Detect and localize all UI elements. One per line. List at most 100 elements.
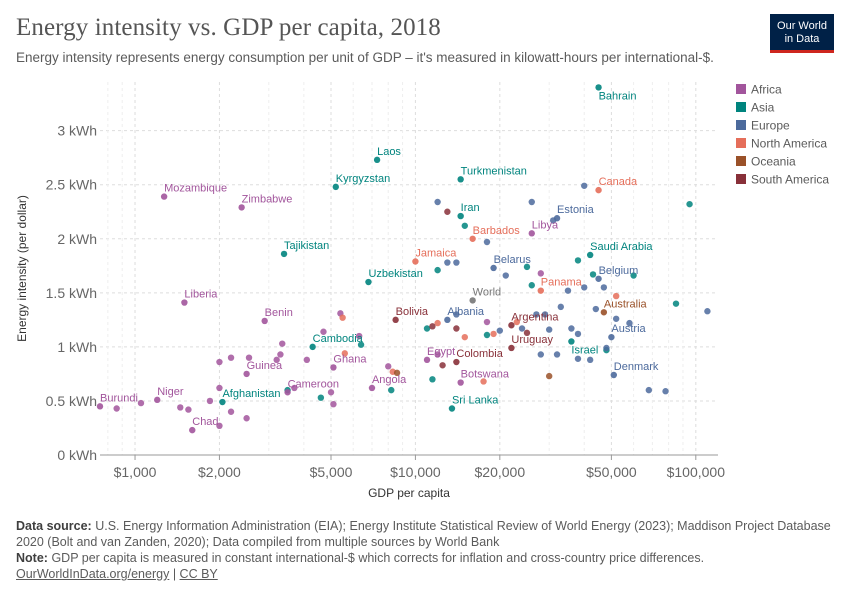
data-point[interactable] bbox=[453, 325, 460, 332]
data-point[interactable] bbox=[686, 200, 693, 208]
data-point[interactable] bbox=[219, 398, 226, 406]
data-point[interactable] bbox=[154, 396, 161, 404]
data-point[interactable] bbox=[518, 325, 526, 332]
data-point[interactable] bbox=[429, 376, 436, 383]
data-point[interactable] bbox=[564, 287, 572, 294]
energy-link[interactable]: OurWorldInData.org/energy bbox=[16, 567, 170, 581]
data-point[interactable] bbox=[434, 351, 441, 358]
data-point[interactable] bbox=[589, 271, 597, 278]
data-point[interactable] bbox=[496, 327, 504, 334]
data-point[interactable] bbox=[444, 316, 451, 324]
data-point[interactable] bbox=[541, 311, 549, 318]
data-point[interactable] bbox=[480, 378, 487, 385]
data-point[interactable] bbox=[185, 406, 192, 413]
data-point[interactable] bbox=[368, 384, 376, 392]
data-point[interactable] bbox=[483, 238, 491, 246]
data-point[interactable] bbox=[557, 303, 564, 311]
data-point[interactable] bbox=[545, 372, 553, 380]
data-point[interactable] bbox=[291, 384, 298, 392]
data-point[interactable] bbox=[434, 198, 441, 206]
data-point[interactable] bbox=[610, 371, 618, 379]
data-point[interactable] bbox=[704, 308, 711, 315]
data-point[interactable] bbox=[528, 198, 535, 206]
data-point[interactable] bbox=[612, 292, 620, 300]
data-point[interactable] bbox=[469, 297, 476, 304]
license-link[interactable]: CC BY bbox=[179, 567, 218, 581]
owid-logo[interactable]: Our World in Data bbox=[770, 14, 834, 53]
data-point[interactable] bbox=[434, 319, 441, 327]
data-point[interactable] bbox=[469, 235, 476, 242]
data-point[interactable] bbox=[600, 309, 608, 316]
data-point[interactable] bbox=[453, 358, 460, 366]
data-point[interactable] bbox=[429, 323, 436, 330]
data-point[interactable] bbox=[330, 364, 337, 371]
data-point[interactable] bbox=[137, 399, 145, 407]
data-point[interactable] bbox=[189, 426, 196, 434]
data-point[interactable] bbox=[553, 351, 561, 358]
data-point[interactable] bbox=[483, 331, 491, 339]
data-point[interactable] bbox=[508, 344, 515, 352]
data-point[interactable] bbox=[113, 405, 120, 412]
data-point[interactable] bbox=[357, 341, 365, 348]
data-point[interactable] bbox=[177, 404, 184, 411]
data-point[interactable] bbox=[537, 351, 544, 358]
data-point[interactable] bbox=[645, 386, 653, 394]
data-point[interactable] bbox=[284, 389, 291, 396]
data-point[interactable] bbox=[581, 284, 588, 291]
data-point[interactable] bbox=[317, 394, 325, 401]
data-point[interactable] bbox=[373, 156, 381, 164]
data-point[interactable] bbox=[261, 317, 268, 325]
data-point[interactable] bbox=[303, 356, 311, 364]
data-point[interactable] bbox=[537, 270, 544, 277]
data-point[interactable] bbox=[355, 332, 363, 340]
data-point[interactable] bbox=[603, 344, 610, 352]
data-point[interactable] bbox=[592, 305, 600, 313]
data-point[interactable] bbox=[457, 176, 464, 183]
data-point[interactable] bbox=[216, 358, 223, 366]
data-point[interactable] bbox=[508, 322, 515, 329]
data-point[interactable] bbox=[216, 422, 223, 430]
data-point[interactable] bbox=[568, 325, 575, 332]
data-point[interactable] bbox=[545, 326, 553, 333]
data-point[interactable] bbox=[626, 319, 633, 327]
data-point[interactable] bbox=[612, 315, 620, 322]
data-point[interactable] bbox=[341, 350, 349, 357]
data-point[interactable] bbox=[245, 354, 253, 361]
data-point[interactable] bbox=[513, 318, 521, 326]
data-point[interactable] bbox=[448, 405, 456, 412]
data-point[interactable] bbox=[216, 384, 223, 392]
data-point[interactable] bbox=[483, 318, 491, 326]
data-point[interactable] bbox=[502, 272, 509, 279]
data-point[interactable] bbox=[586, 251, 594, 259]
data-point[interactable] bbox=[453, 259, 460, 266]
data-point[interactable] bbox=[243, 415, 250, 422]
data-point[interactable] bbox=[279, 340, 286, 347]
data-point[interactable] bbox=[273, 356, 280, 364]
data-point[interactable] bbox=[332, 183, 339, 191]
data-point[interactable] bbox=[457, 212, 464, 220]
data-point[interactable] bbox=[280, 250, 288, 258]
data-point[interactable] bbox=[457, 379, 464, 386]
data-point[interactable] bbox=[206, 397, 214, 405]
data-point[interactable] bbox=[444, 259, 451, 266]
data-point[interactable] bbox=[528, 282, 535, 289]
data-point[interactable] bbox=[423, 356, 431, 364]
data-point[interactable] bbox=[490, 330, 497, 338]
data-point[interactable] bbox=[523, 329, 531, 337]
data-point[interactable] bbox=[392, 316, 399, 324]
data-point[interactable] bbox=[608, 333, 615, 341]
data-point[interactable] bbox=[243, 370, 250, 378]
data-point[interactable] bbox=[327, 389, 335, 396]
data-point[interactable] bbox=[586, 356, 594, 364]
data-point[interactable] bbox=[662, 388, 669, 395]
data-point[interactable] bbox=[568, 338, 575, 345]
data-point[interactable] bbox=[574, 355, 582, 362]
data-point[interactable] bbox=[595, 275, 602, 282]
data-point[interactable] bbox=[672, 300, 680, 307]
data-point[interactable] bbox=[96, 403, 104, 410]
data-point[interactable] bbox=[453, 311, 460, 318]
data-point[interactable] bbox=[595, 84, 602, 91]
data-point[interactable] bbox=[160, 193, 168, 200]
data-point[interactable] bbox=[227, 354, 235, 361]
data-point[interactable] bbox=[277, 351, 284, 358]
